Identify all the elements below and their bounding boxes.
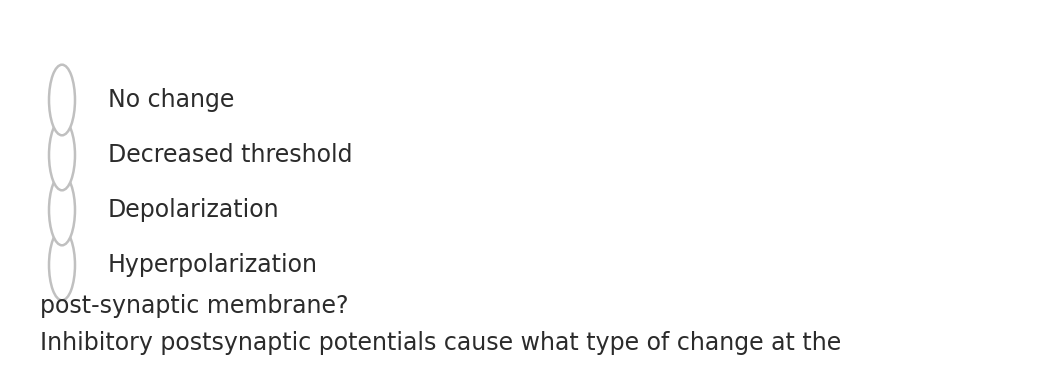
Text: post-synaptic membrane?: post-synaptic membrane? bbox=[40, 294, 348, 318]
Text: Hyperpolarization: Hyperpolarization bbox=[108, 253, 318, 277]
Ellipse shape bbox=[49, 175, 75, 245]
Ellipse shape bbox=[49, 65, 75, 135]
Ellipse shape bbox=[49, 120, 75, 190]
Ellipse shape bbox=[49, 230, 75, 300]
Text: Decreased threshold: Decreased threshold bbox=[108, 143, 353, 167]
Text: Inhibitory postsynaptic potentials cause what type of change at the: Inhibitory postsynaptic potentials cause… bbox=[40, 331, 841, 355]
Text: Depolarization: Depolarization bbox=[108, 198, 280, 222]
Text: No change: No change bbox=[108, 88, 234, 112]
